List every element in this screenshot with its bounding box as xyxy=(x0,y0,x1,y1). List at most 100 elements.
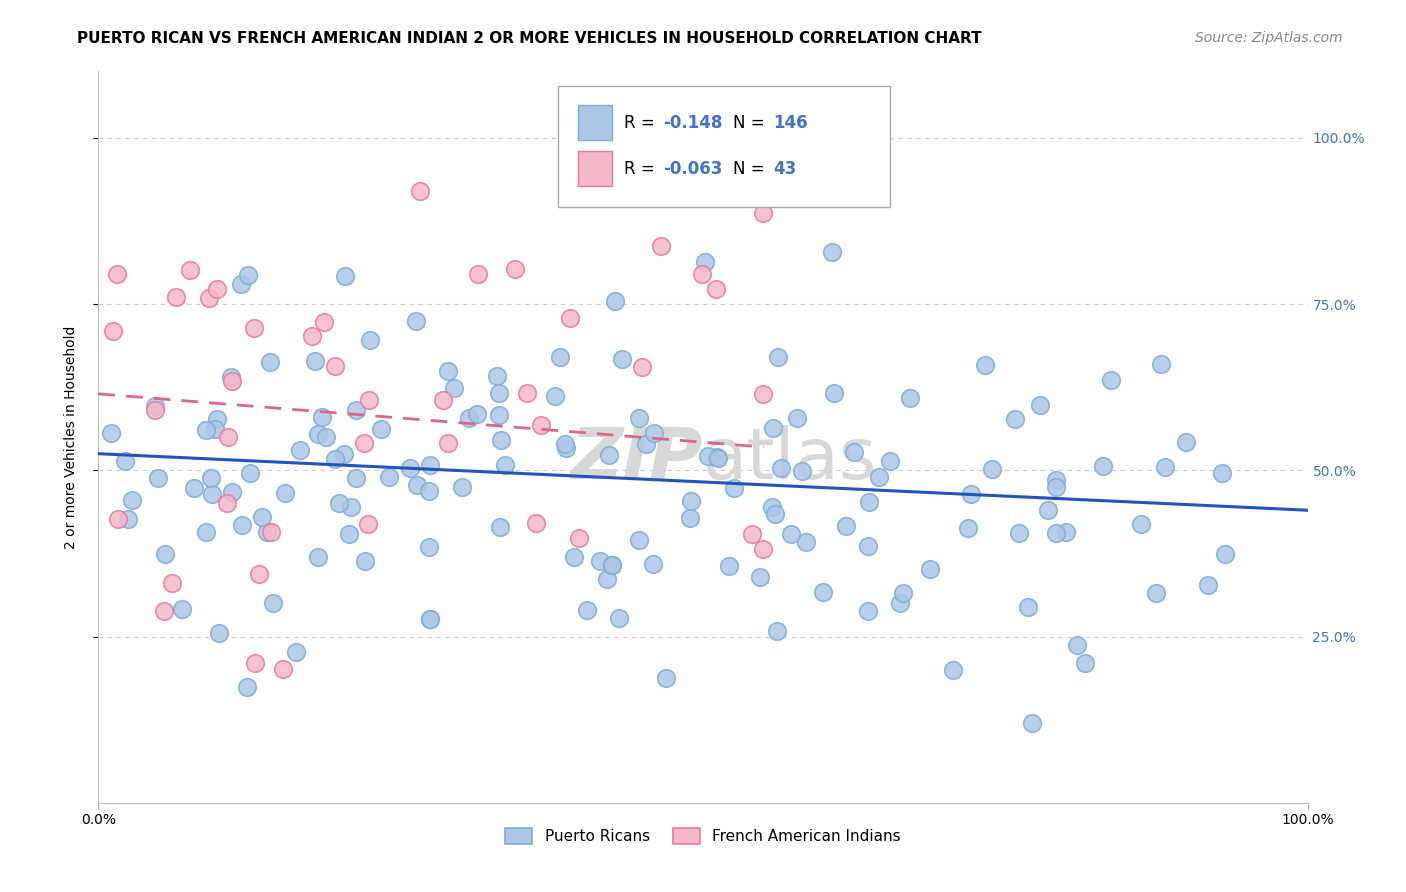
Point xyxy=(707,451,730,466)
Point xyxy=(208,626,231,640)
Point xyxy=(761,500,783,514)
Point xyxy=(332,447,354,461)
Point xyxy=(239,466,262,480)
Point xyxy=(353,436,375,450)
Point xyxy=(717,558,740,573)
Text: atlas: atlas xyxy=(703,425,877,493)
Point xyxy=(605,293,627,308)
Point xyxy=(891,586,914,600)
Point xyxy=(195,423,218,437)
Point xyxy=(1045,526,1067,541)
Point xyxy=(706,450,728,464)
Point xyxy=(260,524,283,539)
Point xyxy=(792,464,814,478)
Point xyxy=(215,495,238,509)
Point xyxy=(143,399,166,413)
Point xyxy=(101,324,124,338)
Point xyxy=(752,387,775,401)
Point xyxy=(359,393,381,408)
Point xyxy=(494,458,516,472)
Point xyxy=(974,359,997,373)
Point xyxy=(335,268,357,283)
Text: 43: 43 xyxy=(773,160,796,178)
Point xyxy=(315,430,337,444)
Point xyxy=(568,531,591,545)
Point xyxy=(146,471,169,485)
Point xyxy=(1211,466,1233,480)
Point xyxy=(243,656,266,670)
Point xyxy=(598,448,620,462)
Point xyxy=(153,547,176,561)
Point xyxy=(1144,586,1167,600)
Point xyxy=(766,624,789,638)
Point xyxy=(409,185,432,199)
Point xyxy=(307,426,329,441)
Point xyxy=(359,333,381,347)
Point xyxy=(304,354,326,368)
Point xyxy=(221,370,243,384)
Point xyxy=(221,374,243,388)
Point xyxy=(489,434,512,448)
Point xyxy=(419,458,441,472)
Point xyxy=(868,469,890,483)
Point xyxy=(344,403,367,417)
Point xyxy=(201,487,224,501)
Point xyxy=(205,282,228,296)
Y-axis label: 2 or more Vehicles in Household: 2 or more Vehicles in Household xyxy=(63,326,77,549)
Point xyxy=(769,460,792,475)
Point xyxy=(114,454,136,468)
Point xyxy=(1150,357,1173,371)
Point xyxy=(889,596,911,610)
FancyBboxPatch shape xyxy=(558,86,890,207)
Point xyxy=(356,516,378,531)
Point xyxy=(1175,435,1198,450)
Point xyxy=(377,469,399,483)
Point xyxy=(143,403,166,417)
Point xyxy=(301,329,323,343)
Point xyxy=(762,421,785,435)
Point xyxy=(418,540,440,554)
Point xyxy=(200,471,222,485)
Point xyxy=(204,422,226,436)
Point xyxy=(1045,474,1067,488)
Point xyxy=(488,408,510,422)
Point xyxy=(231,277,253,291)
Point xyxy=(443,380,465,394)
Point xyxy=(259,355,281,369)
Point xyxy=(183,481,205,495)
Point xyxy=(436,435,458,450)
Point xyxy=(628,411,651,425)
Point xyxy=(693,254,716,268)
Point xyxy=(1021,716,1043,731)
Point xyxy=(1154,459,1177,474)
Point xyxy=(794,534,817,549)
Point xyxy=(1007,526,1029,541)
Point xyxy=(516,386,538,401)
Point xyxy=(636,437,658,451)
Point xyxy=(1213,547,1236,561)
Point xyxy=(723,481,745,495)
Point xyxy=(918,562,941,576)
Point xyxy=(1017,600,1039,615)
Point xyxy=(879,453,901,467)
Point xyxy=(1074,656,1097,670)
Point xyxy=(100,426,122,441)
Point xyxy=(503,262,526,277)
Text: PUERTO RICAN VS FRENCH AMERICAN INDIAN 2 OR MORE VEHICLES IN HOUSEHOLD CORRELATI: PUERTO RICAN VS FRENCH AMERICAN INDIAN 2… xyxy=(77,31,981,46)
Point xyxy=(752,205,775,219)
Point xyxy=(1198,577,1220,591)
Point xyxy=(823,386,845,401)
Point xyxy=(457,410,479,425)
Point xyxy=(959,487,981,501)
Text: R =: R = xyxy=(624,160,661,178)
Point xyxy=(179,263,201,277)
Point xyxy=(858,604,880,618)
Point xyxy=(236,680,259,694)
Point xyxy=(1091,459,1114,474)
Point xyxy=(271,662,294,676)
Point xyxy=(697,172,720,186)
Point xyxy=(643,425,665,440)
Point xyxy=(655,671,678,685)
Point xyxy=(262,596,284,610)
Point xyxy=(1028,398,1050,412)
